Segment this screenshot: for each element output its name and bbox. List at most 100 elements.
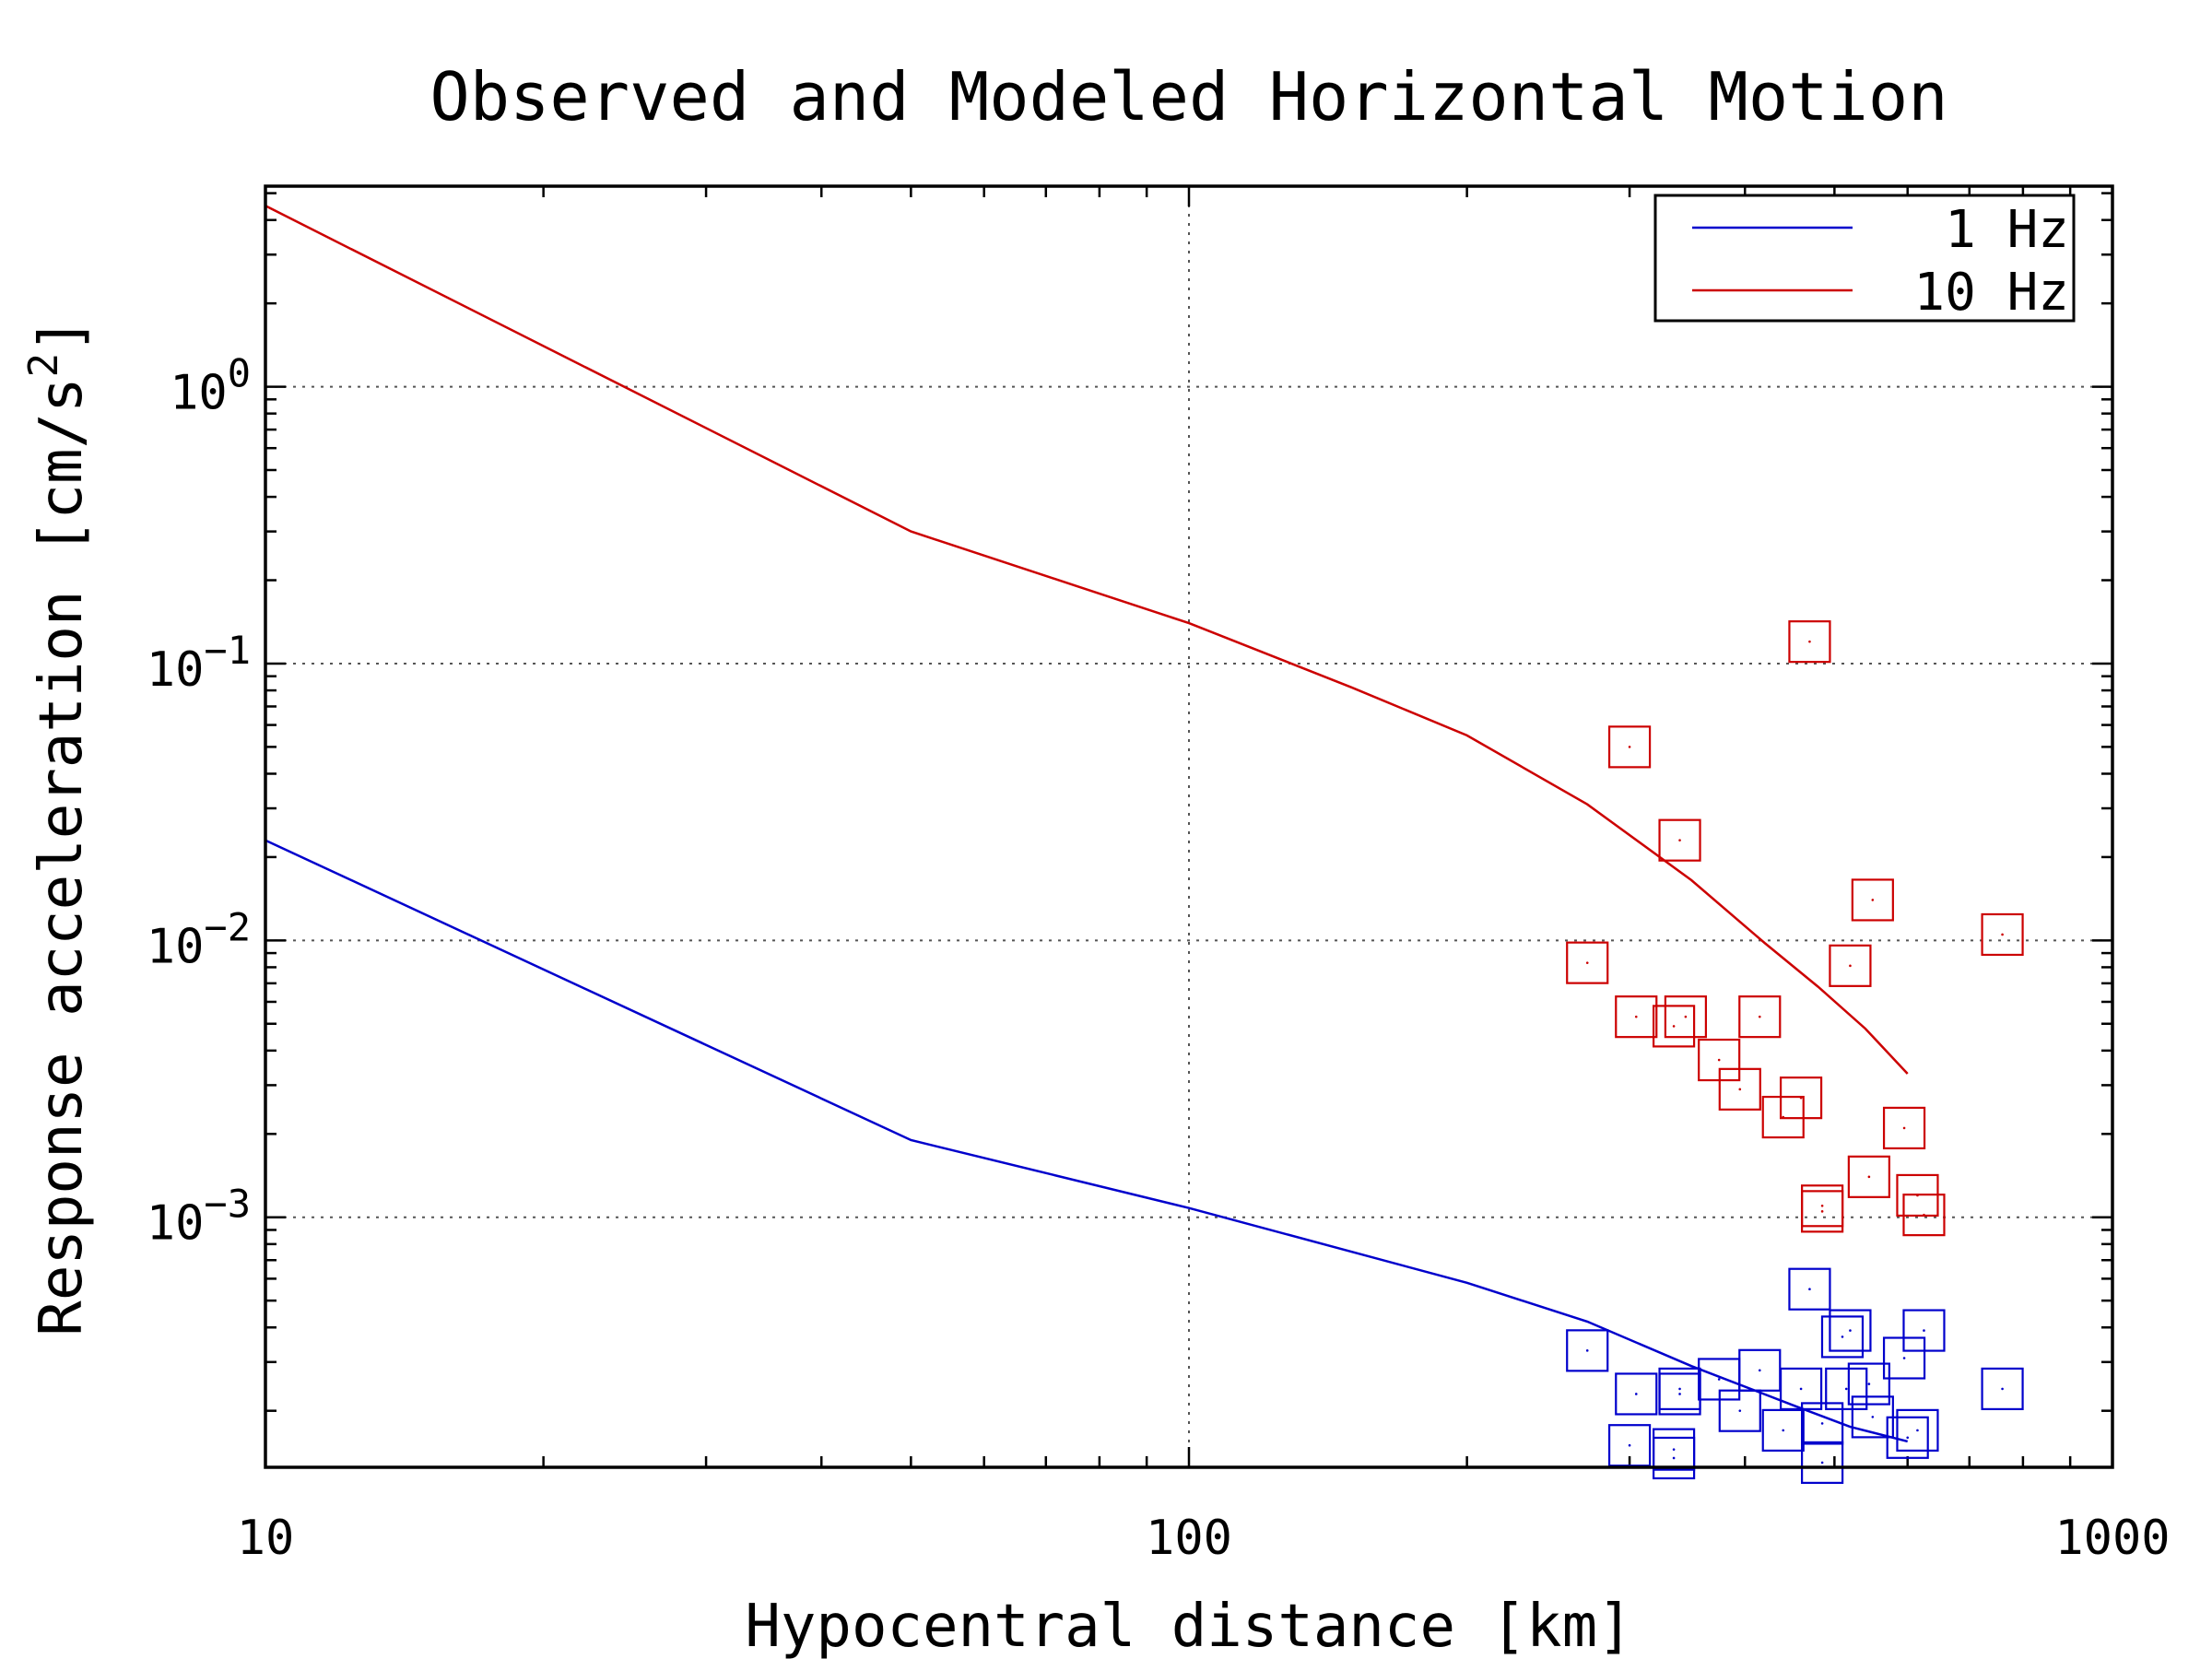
data-marker-dot [1867, 1175, 1871, 1179]
data-marker-dot [1841, 1335, 1844, 1338]
data-marker-dot [1844, 1387, 1848, 1391]
data-marker [1981, 912, 2024, 957]
data-marker [1652, 1005, 1696, 1048]
data-marker [1981, 1367, 2024, 1411]
data-marker-dot [2001, 1387, 2004, 1391]
x-tick-label: 10 [237, 1511, 295, 1566]
data-marker [1738, 995, 1782, 1039]
data-marker [1902, 1194, 1946, 1237]
data-marker-dot [1678, 1393, 1681, 1395]
data-marker [1658, 818, 1701, 862]
data-marker-dot [1867, 1382, 1871, 1385]
x-tick-label: 100 [1146, 1511, 1232, 1566]
data-marker [1896, 1408, 1939, 1452]
grid-lines [265, 186, 2112, 1467]
data-marker-dot [1820, 1204, 1824, 1207]
data-marker-dot [1678, 839, 1681, 841]
data-marker [1718, 1067, 1761, 1111]
data-marker-dot [1902, 1126, 1906, 1130]
data-marker-dot [1634, 1393, 1638, 1395]
y-tick-labels: 100 10−1 10−2 10−3 [147, 351, 251, 1252]
data-marker-dot [1923, 1213, 1925, 1217]
data-marker [1801, 1184, 1844, 1228]
data-marker-dot [1585, 961, 1589, 964]
x-tick-labels: 10 100 1000 [237, 1511, 2171, 1566]
data-marker-dot [1717, 1058, 1721, 1062]
legend: 1 Hz 10 Hz [1653, 194, 2076, 323]
plot-frame [264, 184, 2114, 1469]
x-tick-label: 1000 [2054, 1511, 2170, 1566]
series-line-1 [265, 205, 1909, 1075]
y-tick-label: 10−3 [147, 1182, 251, 1252]
data-marker [1566, 941, 1609, 984]
y-axis-label: Response acceleration [cm/s2] [20, 317, 96, 1335]
data-marker-dot [1916, 1429, 1919, 1432]
data-marker [1825, 1367, 1868, 1411]
data-marker-dot [1820, 1461, 1824, 1465]
data-marker-dot [1799, 1096, 1803, 1100]
data-marker-dot [1634, 1015, 1638, 1018]
data-marker-dot [1808, 1288, 1811, 1291]
data-marker [1615, 995, 1658, 1039]
legend-label-1hz: 1 Hz [1945, 200, 2069, 260]
y-axis-label-superscript: 2 [20, 353, 67, 378]
data-marker-dot [1738, 1409, 1742, 1412]
data-marker-dot [1678, 1387, 1681, 1391]
data-marker-dot [1871, 899, 1875, 901]
data-marker [1658, 1372, 1701, 1416]
data-marker [1847, 1362, 1890, 1406]
data-marker-dot [1672, 1448, 1676, 1451]
data-marker [1820, 1315, 1865, 1359]
data-marker-dot [1758, 1369, 1761, 1372]
data-marker-dot [1808, 640, 1811, 643]
data-marker-dot [1871, 1416, 1875, 1418]
data-marker [1882, 1106, 1926, 1150]
data-marker-dot [1820, 1210, 1824, 1213]
data-marker [1566, 1329, 1609, 1372]
legend-box [1653, 194, 2076, 323]
legend-label-10hz: 10 Hz [1913, 263, 2069, 323]
y-tick-label: 100 [170, 351, 251, 421]
data-marker [1801, 1441, 1844, 1484]
data-marker-dot [1672, 1456, 1676, 1460]
y-axis-label-close: ] [28, 317, 96, 353]
x-axis-label: Hypocentral distance [km] [745, 1593, 1632, 1659]
data-marker-dot [1672, 1025, 1676, 1028]
y-tick-label: 10−2 [147, 904, 251, 974]
data-marker [1779, 1077, 1823, 1120]
y-tick-label: 10−1 [147, 628, 251, 698]
data-marker [1851, 878, 1894, 922]
data-marker [1788, 1267, 1831, 1311]
data-marker-dot [1849, 1329, 1852, 1332]
data-marker-dot [1849, 964, 1852, 968]
data-marker-dot [1820, 1422, 1824, 1425]
data-marker [1847, 1155, 1890, 1198]
data-marker [1664, 995, 1707, 1039]
data-marker-dot [2001, 933, 2004, 936]
data-marker [1829, 944, 1872, 987]
data-marker-dot [1585, 1349, 1589, 1352]
data-marker-dot [1628, 746, 1631, 748]
y-axis-label-main: Response acceleration [cm/s [28, 377, 96, 1335]
data-marker-dot [1684, 1015, 1688, 1018]
data-marker [1607, 725, 1652, 769]
data-marker-dot [1628, 1443, 1631, 1447]
data-marker [1652, 1436, 1696, 1480]
data-marker [1788, 620, 1831, 664]
observed-markers [1566, 620, 2024, 1484]
data-marker [1801, 1402, 1844, 1445]
series-line-0 [265, 839, 1909, 1443]
data-marker-dot [1906, 1436, 1910, 1440]
data-marker-dot [1717, 1378, 1721, 1381]
data-marker-dot [1782, 1429, 1785, 1432]
data-marker-dot [1799, 1387, 1803, 1391]
data-marker-dot [1738, 1088, 1742, 1091]
data-marker [1607, 1424, 1652, 1467]
data-marker-dot [1902, 1357, 1906, 1359]
data-marker [1615, 1372, 1658, 1416]
chart-title: Observed and Modeled Horizontal Motion [429, 58, 1947, 135]
data-marker-dot [1758, 1015, 1761, 1018]
model-lines [265, 205, 1909, 1443]
data-marker [1886, 1416, 1929, 1459]
